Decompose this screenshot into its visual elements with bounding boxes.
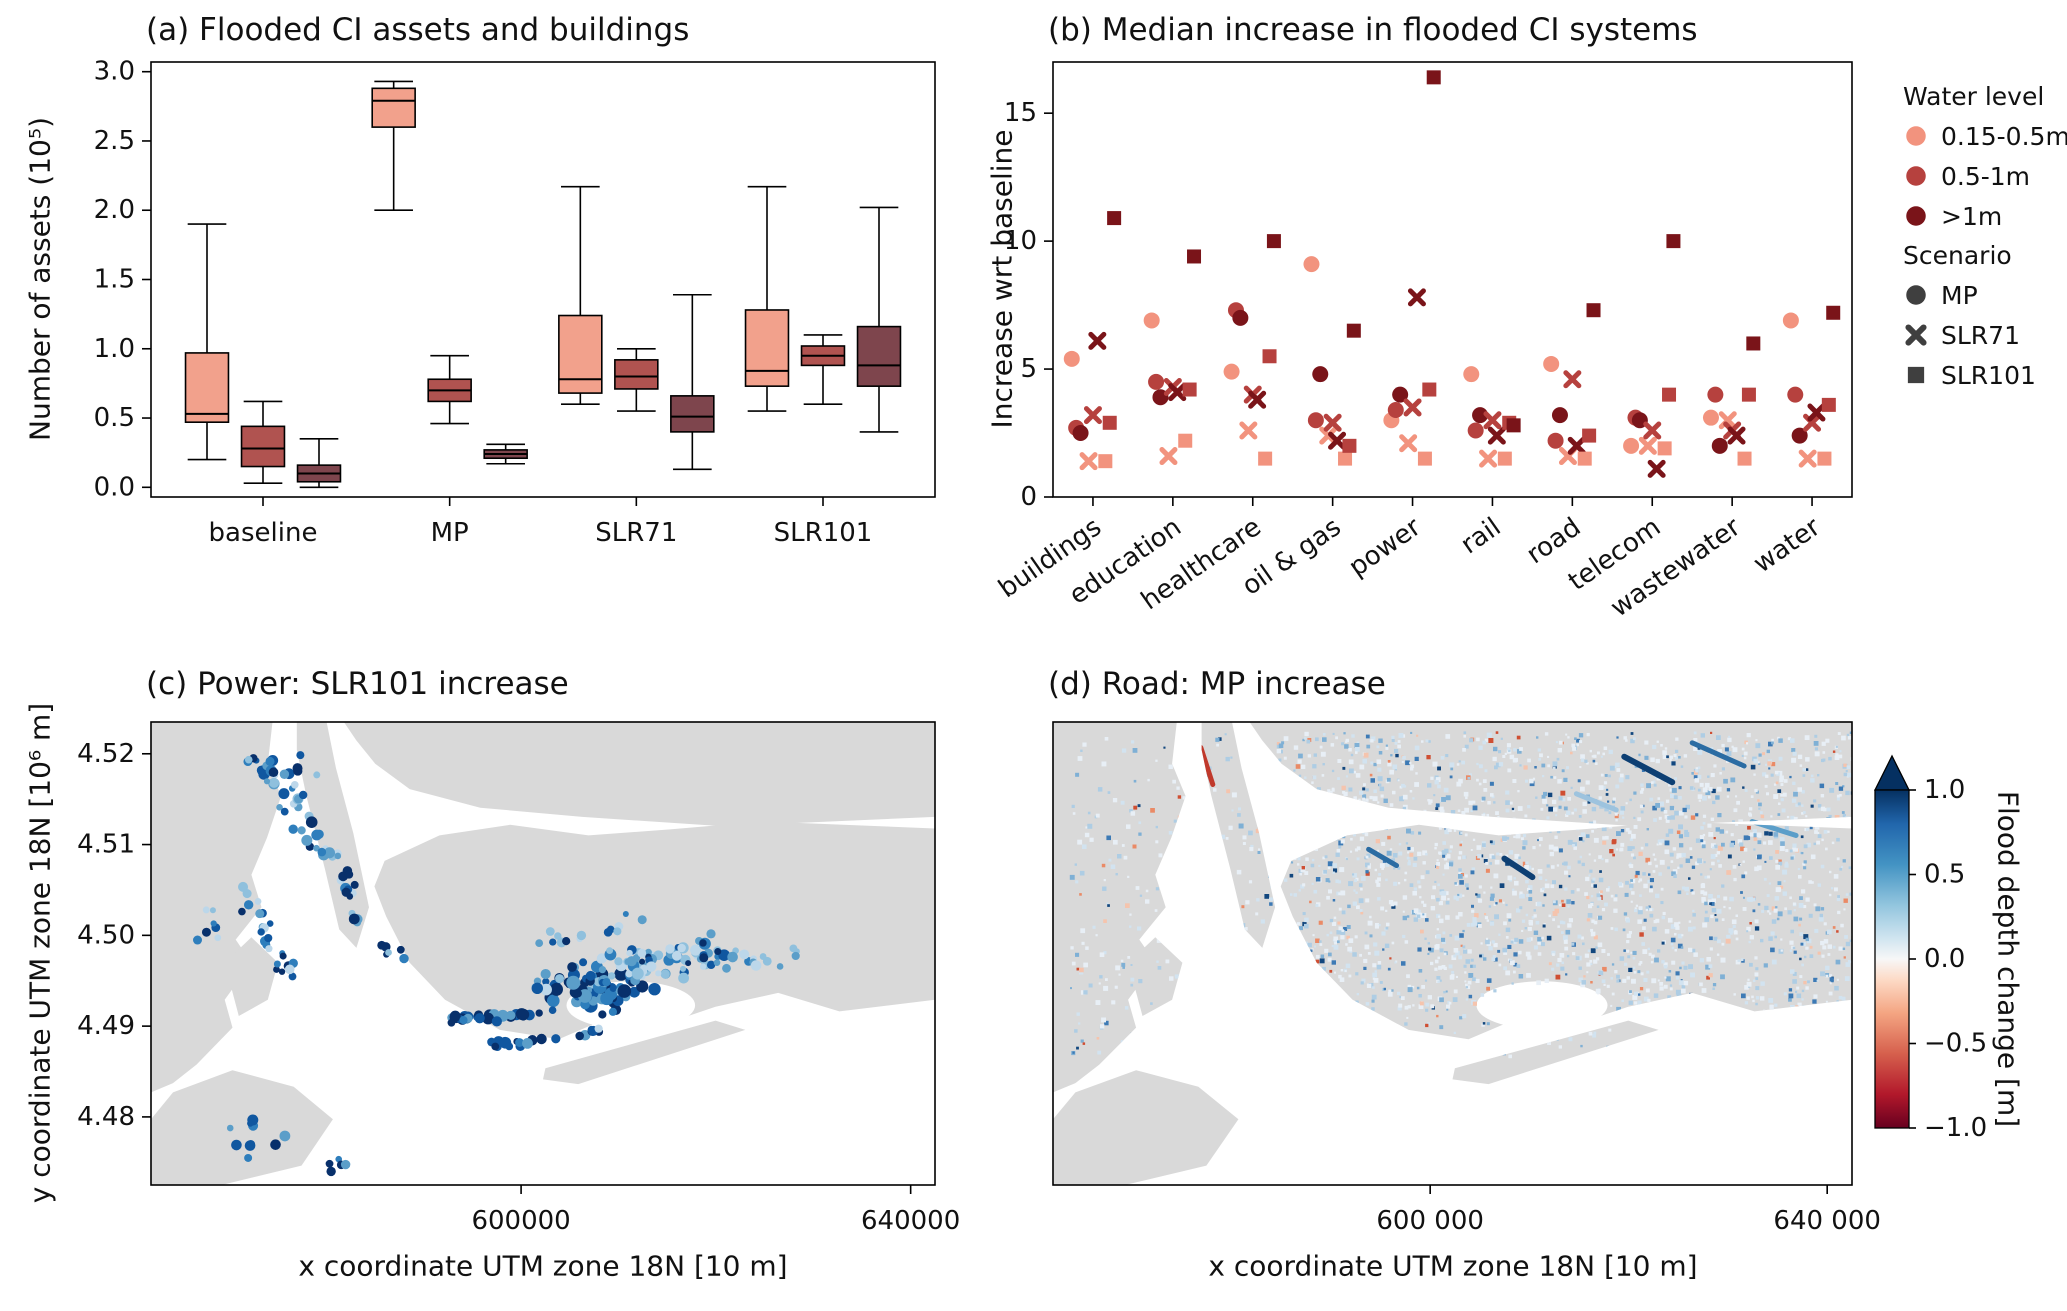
- legend: Water level 0.15-0.5m 0.5-1m >1m Scenari…: [1903, 74, 2067, 402]
- svg-text:10: 10: [1004, 226, 1037, 256]
- svg-text:0.5: 0.5: [1924, 860, 1965, 890]
- legend-scenario-slr71-label: SLR71: [1941, 320, 2020, 350]
- panel-c-title: (c) Power: SLR101 increase: [146, 666, 569, 702]
- svg-text:baseline: baseline: [209, 518, 318, 548]
- legend-water-level-2-label: >1m: [1941, 201, 2003, 231]
- svg-text:4.50: 4.50: [77, 920, 135, 950]
- svg-text:4.52: 4.52: [77, 739, 135, 769]
- svg-text:water: water: [1748, 512, 1826, 579]
- svg-text:640 000: 640 000: [1773, 1206, 1881, 1236]
- svg-text:road: road: [1521, 512, 1586, 570]
- panel-a-boxplot: 0.0 0.5 1.0 1.5 2.0 2.5 3.0 baseline MP SLR71 SLR1…: [94, 57, 936, 548]
- panel-a-ylabel: Number of assets (10⁵): [23, 117, 57, 441]
- svg-text:640000: 640000: [861, 1206, 960, 1236]
- legend-item-scenario-mp: MP: [1903, 282, 2067, 308]
- svg-text:MP: MP: [431, 518, 469, 548]
- svg-text:0.0: 0.0: [1924, 944, 1965, 974]
- water-level-1-swatch-icon: [1906, 166, 1926, 186]
- svg-text:3.0: 3.0: [94, 57, 135, 87]
- water-level-2-swatch-icon: [1906, 206, 1926, 226]
- svg-text:5: 5: [1020, 354, 1037, 384]
- svg-text:1.0: 1.0: [1924, 775, 1965, 805]
- svg-text:15: 15: [1004, 98, 1037, 128]
- legend-item-water-level-2: >1m: [1903, 203, 2067, 229]
- legend-water-level-0-label: 0.15-0.5m: [1941, 121, 2067, 151]
- x-marker-icon: [1905, 324, 1927, 346]
- svg-text:0.0: 0.0: [94, 472, 135, 502]
- panel-a-title: (a) Flooded CI assets and buildings: [146, 12, 690, 48]
- panel-c-map: [151, 722, 935, 1185]
- svg-text:2.0: 2.0: [94, 195, 135, 225]
- svg-text:4.51: 4.51: [77, 830, 135, 860]
- panel-c-axes: 600000 640000 4.52 4.51 4.50 4.49 4.48: [77, 721, 960, 1236]
- panel-d-xlabel: x coordinate UTM zone 18N [10 m]: [1208, 1249, 1698, 1283]
- svg-text:4.48: 4.48: [77, 1102, 135, 1132]
- legend-water-level-title: Water level: [1903, 82, 2045, 111]
- legend-item-water-level-1: 0.5-1m: [1903, 163, 2067, 189]
- panel-b-ylabel: Increase wrt baseline: [985, 129, 1019, 429]
- panel-d-title: (d) Road: MP increase: [1048, 666, 1386, 702]
- legend-item-water-level-0: 0.15-0.5m: [1903, 123, 2067, 149]
- svg-text:600000: 600000: [471, 1206, 570, 1236]
- legend-water-level-1-label: 0.5-1m: [1941, 161, 2031, 191]
- svg-text:4.49: 4.49: [77, 1011, 135, 1041]
- water-level-0-swatch-icon: [1906, 126, 1926, 146]
- square-marker-icon: [1907, 366, 1925, 384]
- svg-text:SLR101: SLR101: [774, 518, 873, 548]
- panel-d-map: [1053, 722, 1852, 1185]
- panel-c-xlabel: x coordinate UTM zone 18N [10 m]: [298, 1249, 788, 1283]
- svg-text:600 000: 600 000: [1376, 1206, 1484, 1236]
- circle-marker-icon: [1906, 285, 1926, 305]
- panel-b-title: (b) Median increase in flooded CI system…: [1048, 12, 1698, 48]
- legend-scenario-slr101-label: SLR101: [1941, 360, 2036, 390]
- panel-c-ylabel: y coordinate UTM zone 18N [10⁶ m]: [23, 702, 57, 1204]
- svg-text:−0.5: −0.5: [1924, 1029, 1987, 1059]
- svg-text:1.5: 1.5: [94, 265, 135, 295]
- svg-text:0.5: 0.5: [94, 403, 135, 433]
- colorbar-label: Flood depth change [m]: [1991, 790, 2025, 1128]
- legend-scenario-title: Scenario: [1903, 241, 2012, 270]
- svg-text:−1.0: −1.0: [1924, 1113, 1987, 1143]
- legend-scenario-mp-label: MP: [1941, 280, 1978, 310]
- legend-item-scenario-slr101: SLR101: [1903, 362, 2067, 388]
- svg-text:rail: rail: [1456, 512, 1507, 560]
- svg-text:power: power: [1344, 512, 1427, 583]
- svg-text:1.0: 1.0: [94, 334, 135, 364]
- panel-d-axes: 600 000 640 000: [1052, 721, 1881, 1236]
- colorbar: 1.0 0.5 0.0 −0.5 −1.0: [1873, 754, 1987, 1143]
- legend-item-scenario-slr71: SLR71: [1903, 322, 2067, 348]
- svg-text:0: 0: [1020, 482, 1037, 512]
- svg-text:SLR71: SLR71: [595, 518, 677, 548]
- svg-text:2.5: 2.5: [94, 126, 135, 156]
